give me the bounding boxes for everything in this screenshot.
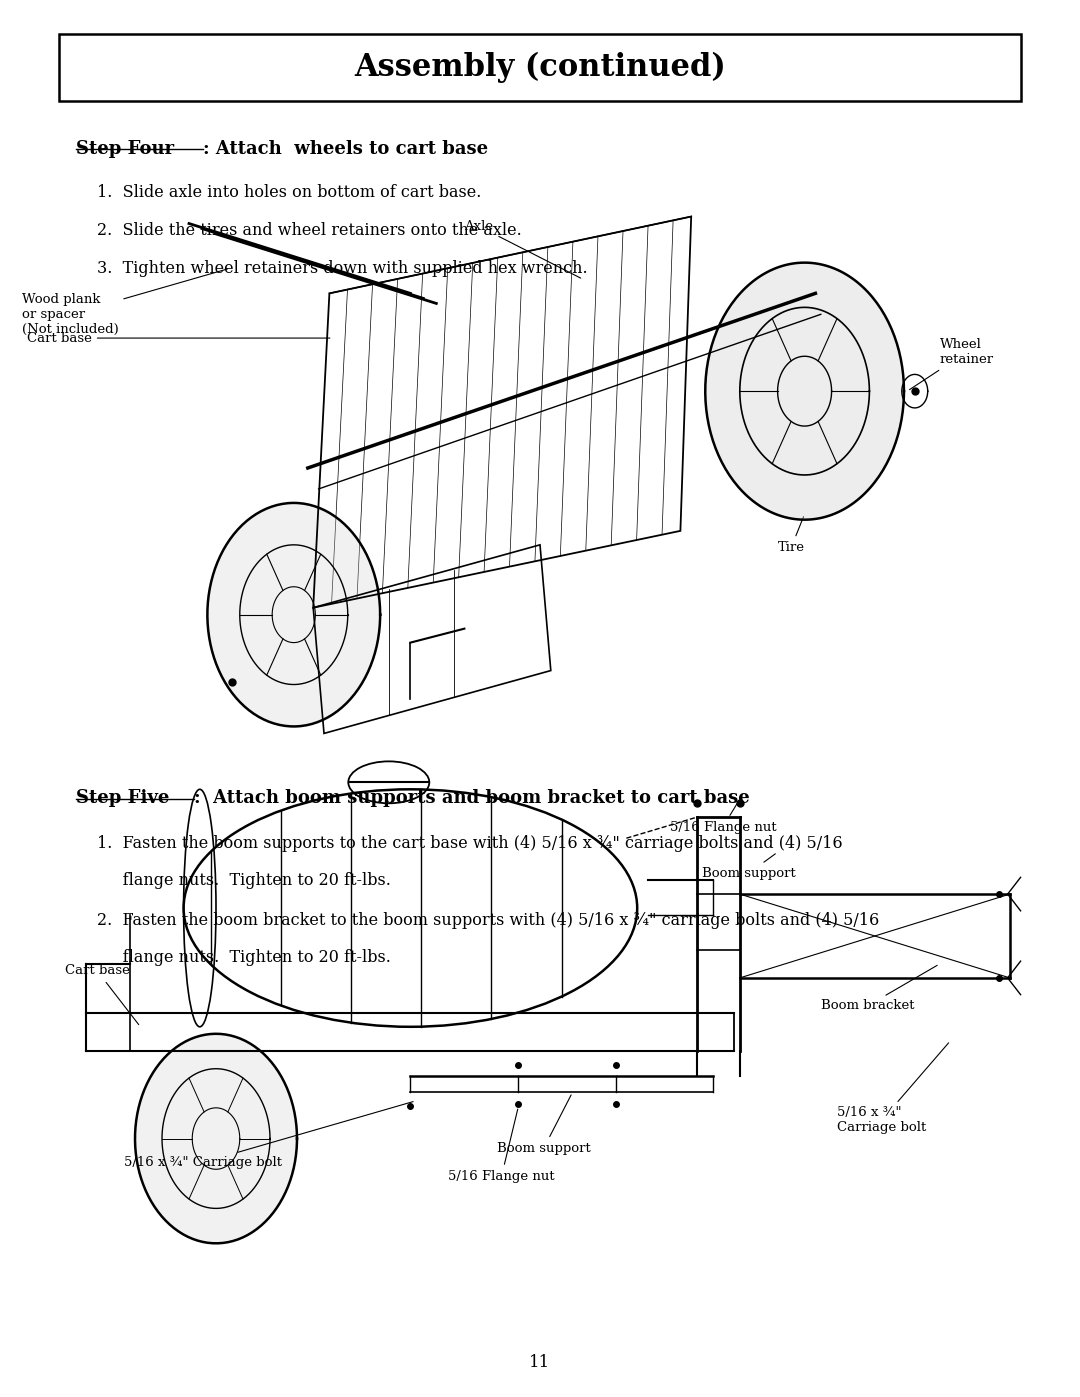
Text: Step Four: Step Four [76,140,174,158]
Polygon shape [705,263,904,520]
Text: 1.  Slide axle into holes on bottom of cart base.: 1. Slide axle into holes on bottom of ca… [97,184,482,201]
Text: :  Attach boom supports and boom bracket to cart base: : Attach boom supports and boom bracket … [194,789,751,807]
Text: Cart base: Cart base [65,964,138,1024]
Text: 5/16 x ¾" Carriage bolt: 5/16 x ¾" Carriage bolt [124,1102,414,1169]
Text: 1.  Fasten the boom supports to the cart base with (4) 5/16 x ¾" carriage bolts : 1. Fasten the boom supports to the cart … [97,835,842,852]
Text: flange nuts.  Tighten to 20 ft-lbs.: flange nuts. Tighten to 20 ft-lbs. [97,872,391,888]
Text: Boom support: Boom support [497,1095,591,1155]
Polygon shape [207,503,380,726]
Text: Axle: Axle [464,219,581,278]
Text: Cart base: Cart base [27,331,329,345]
Text: Step Five: Step Five [76,789,168,807]
Text: Wheel
retainer: Wheel retainer [909,338,994,390]
Text: Boom support: Boom support [702,854,796,880]
Text: flange nuts.  Tighten to 20 ft-lbs.: flange nuts. Tighten to 20 ft-lbs. [97,949,391,965]
Text: Tire: Tire [778,517,805,555]
Text: 2.  Slide the tires and wheel retainers onto the axle.: 2. Slide the tires and wheel retainers o… [97,222,522,239]
Text: 5/16 x ¾"
Carriage bolt: 5/16 x ¾" Carriage bolt [837,1044,948,1134]
Text: Boom bracket: Boom bracket [821,965,937,1013]
FancyBboxPatch shape [59,34,1021,101]
Text: 3.  Tighten wheel retainers down with supplied hex wrench.: 3. Tighten wheel retainers down with sup… [97,260,588,277]
Text: 5/16 Flange nut: 5/16 Flange nut [448,1109,555,1183]
Polygon shape [135,1034,297,1243]
Text: 5/16 Flange nut: 5/16 Flange nut [670,802,777,834]
Text: 2.  Fasten the boom bracket to the boom supports with (4) 5/16 x ¾" carriage bol: 2. Fasten the boom bracket to the boom s… [97,912,879,929]
Text: 11: 11 [529,1354,551,1370]
Text: Assembly (continued): Assembly (continued) [354,52,726,82]
Text: Wood plank
or spacer
(Not included): Wood plank or spacer (Not included) [22,270,228,335]
Text: : Attach  wheels to cart base: : Attach wheels to cart base [203,140,488,158]
